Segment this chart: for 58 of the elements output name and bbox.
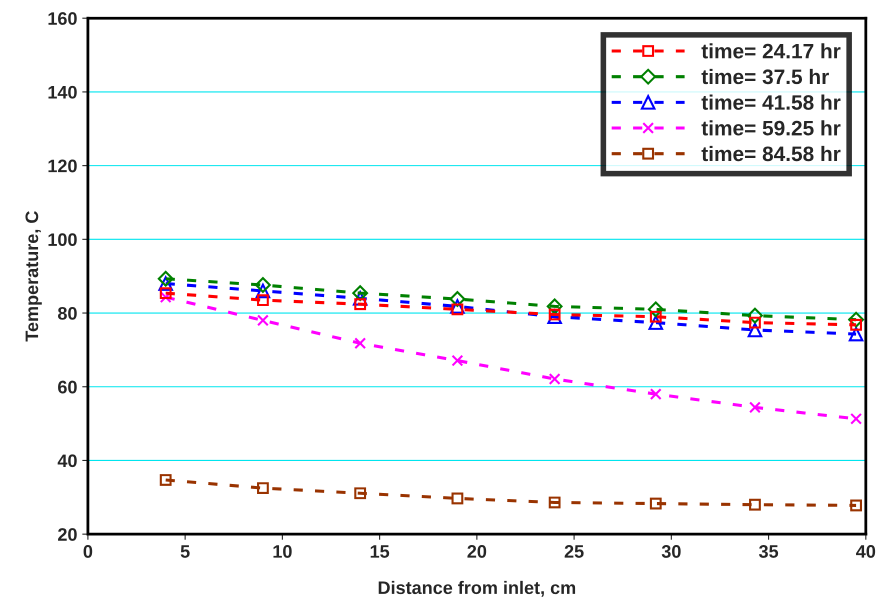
point bbox=[648, 315, 664, 330]
point bbox=[650, 498, 662, 510]
x-tick-label: 15 bbox=[370, 545, 390, 558]
point bbox=[354, 487, 366, 500]
point bbox=[450, 299, 465, 314]
point bbox=[749, 401, 761, 414]
legend-label: time= 24.17 hr bbox=[702, 43, 841, 59]
point bbox=[158, 276, 173, 291]
y-tick-label: 140 bbox=[48, 86, 77, 99]
y-axis-title: Temperature, C bbox=[25, 211, 42, 342]
x-tick-label: 25 bbox=[564, 545, 584, 558]
point bbox=[548, 373, 561, 385]
point bbox=[648, 301, 664, 318]
y-tick-label: 40 bbox=[58, 454, 77, 468]
point bbox=[650, 388, 662, 400]
point bbox=[354, 298, 366, 310]
point bbox=[352, 285, 368, 302]
point bbox=[257, 314, 269, 326]
point bbox=[748, 322, 762, 338]
x-tick-label: 35 bbox=[758, 545, 778, 558]
point bbox=[747, 308, 763, 324]
legend-label: time= 37.5 hr bbox=[702, 68, 829, 84]
point bbox=[452, 354, 464, 366]
y-tick-label: 80 bbox=[58, 306, 77, 320]
point bbox=[548, 496, 561, 508]
point bbox=[749, 498, 761, 511]
legend-label: time= 59.25 hr bbox=[702, 120, 841, 136]
point bbox=[158, 270, 174, 287]
point bbox=[257, 482, 269, 494]
point bbox=[354, 337, 366, 350]
point bbox=[848, 326, 864, 342]
point bbox=[452, 492, 464, 504]
point bbox=[850, 500, 862, 512]
x-tick-label: 30 bbox=[662, 545, 681, 558]
y-tick-label: 120 bbox=[48, 160, 77, 172]
point bbox=[546, 298, 563, 314]
legend-label: time= 84.58 hr bbox=[702, 146, 841, 162]
x-tick-label: 5 bbox=[180, 545, 190, 558]
y-tick-label: 100 bbox=[48, 233, 77, 246]
point bbox=[160, 287, 172, 300]
x-axis-title: Distance from inlet, cm bbox=[378, 580, 576, 597]
x-tick-label: 0 bbox=[84, 545, 92, 558]
y-tick-label: 60 bbox=[58, 380, 77, 394]
legend-label: time= 41.58 hr bbox=[702, 94, 841, 110]
x-tick-label: 40 bbox=[856, 545, 876, 558]
point bbox=[449, 291, 466, 307]
point bbox=[547, 309, 562, 324]
point bbox=[749, 316, 761, 329]
point bbox=[160, 474, 172, 486]
x-tick-label: 10 bbox=[273, 545, 292, 558]
point bbox=[848, 312, 864, 328]
y-tick-label: 160 bbox=[48, 12, 77, 25]
point bbox=[257, 294, 269, 306]
point bbox=[256, 284, 270, 298]
point bbox=[850, 412, 862, 425]
point bbox=[255, 277, 271, 293]
y-tick-label: 20 bbox=[58, 528, 77, 541]
x-tick-label: 20 bbox=[467, 545, 486, 558]
